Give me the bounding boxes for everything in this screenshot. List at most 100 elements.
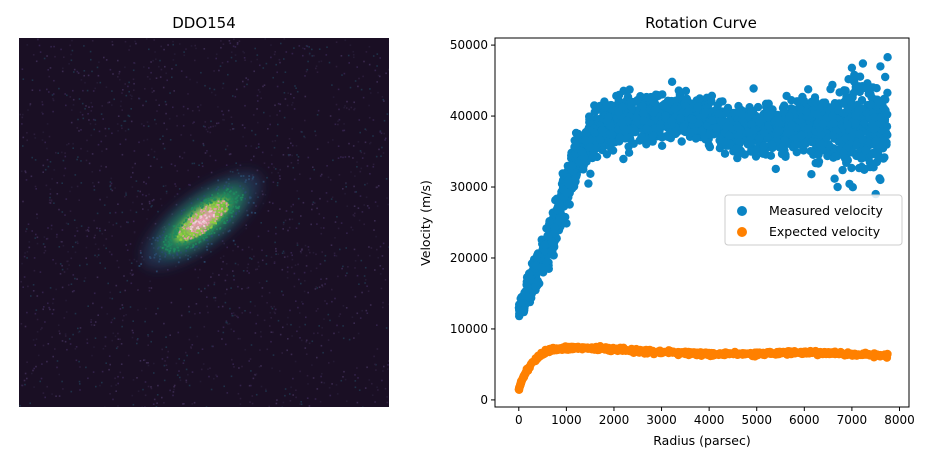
galaxy-pixel xyxy=(168,242,171,245)
noise-pixel xyxy=(250,258,253,260)
noise-pixel xyxy=(24,372,27,375)
galaxy-pixel xyxy=(197,219,199,222)
noise-pixel xyxy=(374,401,376,403)
noise-pixel xyxy=(31,89,34,91)
noise-pixel xyxy=(358,119,361,121)
noise-pixel xyxy=(42,392,45,394)
noise-pixel xyxy=(195,47,197,50)
noise-pixel xyxy=(111,235,113,237)
noise-pixel xyxy=(307,246,310,248)
noise-pixel xyxy=(211,91,213,94)
noise-pixel xyxy=(56,182,59,184)
noise-pixel xyxy=(119,105,122,107)
noise-pixel xyxy=(347,54,350,57)
noise-pixel xyxy=(129,45,131,47)
noise-pixel xyxy=(352,50,355,53)
galaxy-pixel xyxy=(173,235,176,238)
noise-pixel xyxy=(343,123,345,125)
galaxy-pixel xyxy=(195,214,198,216)
noise-pixel xyxy=(175,185,177,187)
noise-pixel xyxy=(148,176,150,179)
noise-pixel xyxy=(36,236,39,239)
noise-pixel xyxy=(224,301,227,304)
measured-point xyxy=(715,144,725,153)
galaxy-pixel xyxy=(203,199,206,202)
noise-pixel xyxy=(154,118,156,121)
noise-pixel xyxy=(26,251,29,253)
galaxy-pixel xyxy=(197,216,199,218)
galaxy-pixel xyxy=(206,233,209,235)
measured-point xyxy=(639,116,648,125)
noise-pixel xyxy=(296,244,299,246)
noise-pixel xyxy=(98,61,100,63)
noise-pixel xyxy=(359,195,362,197)
noise-pixel xyxy=(24,252,26,254)
galaxy-pixel xyxy=(185,218,188,221)
noise-pixel xyxy=(208,375,210,378)
measured-point xyxy=(627,97,636,107)
noise-pixel xyxy=(42,131,45,134)
noise-pixel xyxy=(64,214,66,216)
noise-pixel xyxy=(136,338,139,341)
measured-point xyxy=(799,96,809,106)
noise-pixel xyxy=(143,66,145,68)
noise-pixel xyxy=(87,377,89,380)
measured-point xyxy=(826,84,835,94)
measured-point xyxy=(749,147,759,156)
noise-pixel xyxy=(220,268,223,270)
noise-pixel xyxy=(214,159,217,162)
measured-point xyxy=(715,97,725,107)
galaxy-pixel xyxy=(211,225,214,228)
noise-pixel xyxy=(323,382,326,384)
galaxy-pixel xyxy=(225,195,227,198)
noise-pixel xyxy=(62,388,64,390)
noise-pixel xyxy=(46,385,48,388)
noise-pixel xyxy=(58,395,61,397)
noise-pixel xyxy=(323,217,325,219)
galaxy-pixel xyxy=(255,182,258,185)
noise-pixel xyxy=(106,313,109,315)
noise-pixel xyxy=(145,38,148,40)
noise-pixel xyxy=(137,190,139,192)
measured-point xyxy=(854,82,864,91)
noise-pixel xyxy=(232,95,234,97)
galaxy-pixel xyxy=(183,221,185,224)
noise-pixel xyxy=(292,203,294,206)
galaxy-pixel xyxy=(233,215,235,218)
noise-pixel xyxy=(82,89,84,92)
noise-pixel xyxy=(287,165,289,168)
noise-pixel xyxy=(26,139,28,142)
noise-pixel xyxy=(191,403,194,405)
galaxy-pixel xyxy=(197,227,200,230)
galaxy-pixel xyxy=(197,212,199,215)
noise-pixel xyxy=(120,343,123,345)
noise-pixel xyxy=(354,295,357,298)
noise-pixel xyxy=(65,311,68,313)
galaxy-pixel xyxy=(159,255,161,258)
galaxy-pixel xyxy=(217,204,220,206)
noise-pixel xyxy=(333,254,336,257)
noise-pixel xyxy=(375,235,377,238)
noise-pixel xyxy=(44,168,47,171)
noise-pixel xyxy=(74,241,77,244)
noise-pixel xyxy=(219,65,222,67)
galaxy-pixel xyxy=(169,253,172,256)
galaxy-pixel xyxy=(187,226,190,229)
galaxy-pixel xyxy=(198,218,201,221)
measured-point xyxy=(844,75,853,84)
galaxy-pixel xyxy=(173,236,176,239)
noise-pixel xyxy=(141,203,143,205)
galaxy-pixel xyxy=(189,229,192,232)
noise-pixel xyxy=(128,49,130,51)
galaxy-pixel xyxy=(233,192,236,195)
galaxy-pixel xyxy=(210,196,213,199)
noise-pixel xyxy=(187,169,189,172)
noise-pixel xyxy=(372,55,375,57)
noise-pixel xyxy=(345,247,347,249)
noise-pixel xyxy=(159,76,162,78)
galaxy-pixel xyxy=(203,210,206,213)
noise-pixel xyxy=(289,400,292,402)
noise-pixel xyxy=(265,388,267,391)
noise-pixel xyxy=(231,358,233,361)
noise-pixel xyxy=(147,335,150,338)
